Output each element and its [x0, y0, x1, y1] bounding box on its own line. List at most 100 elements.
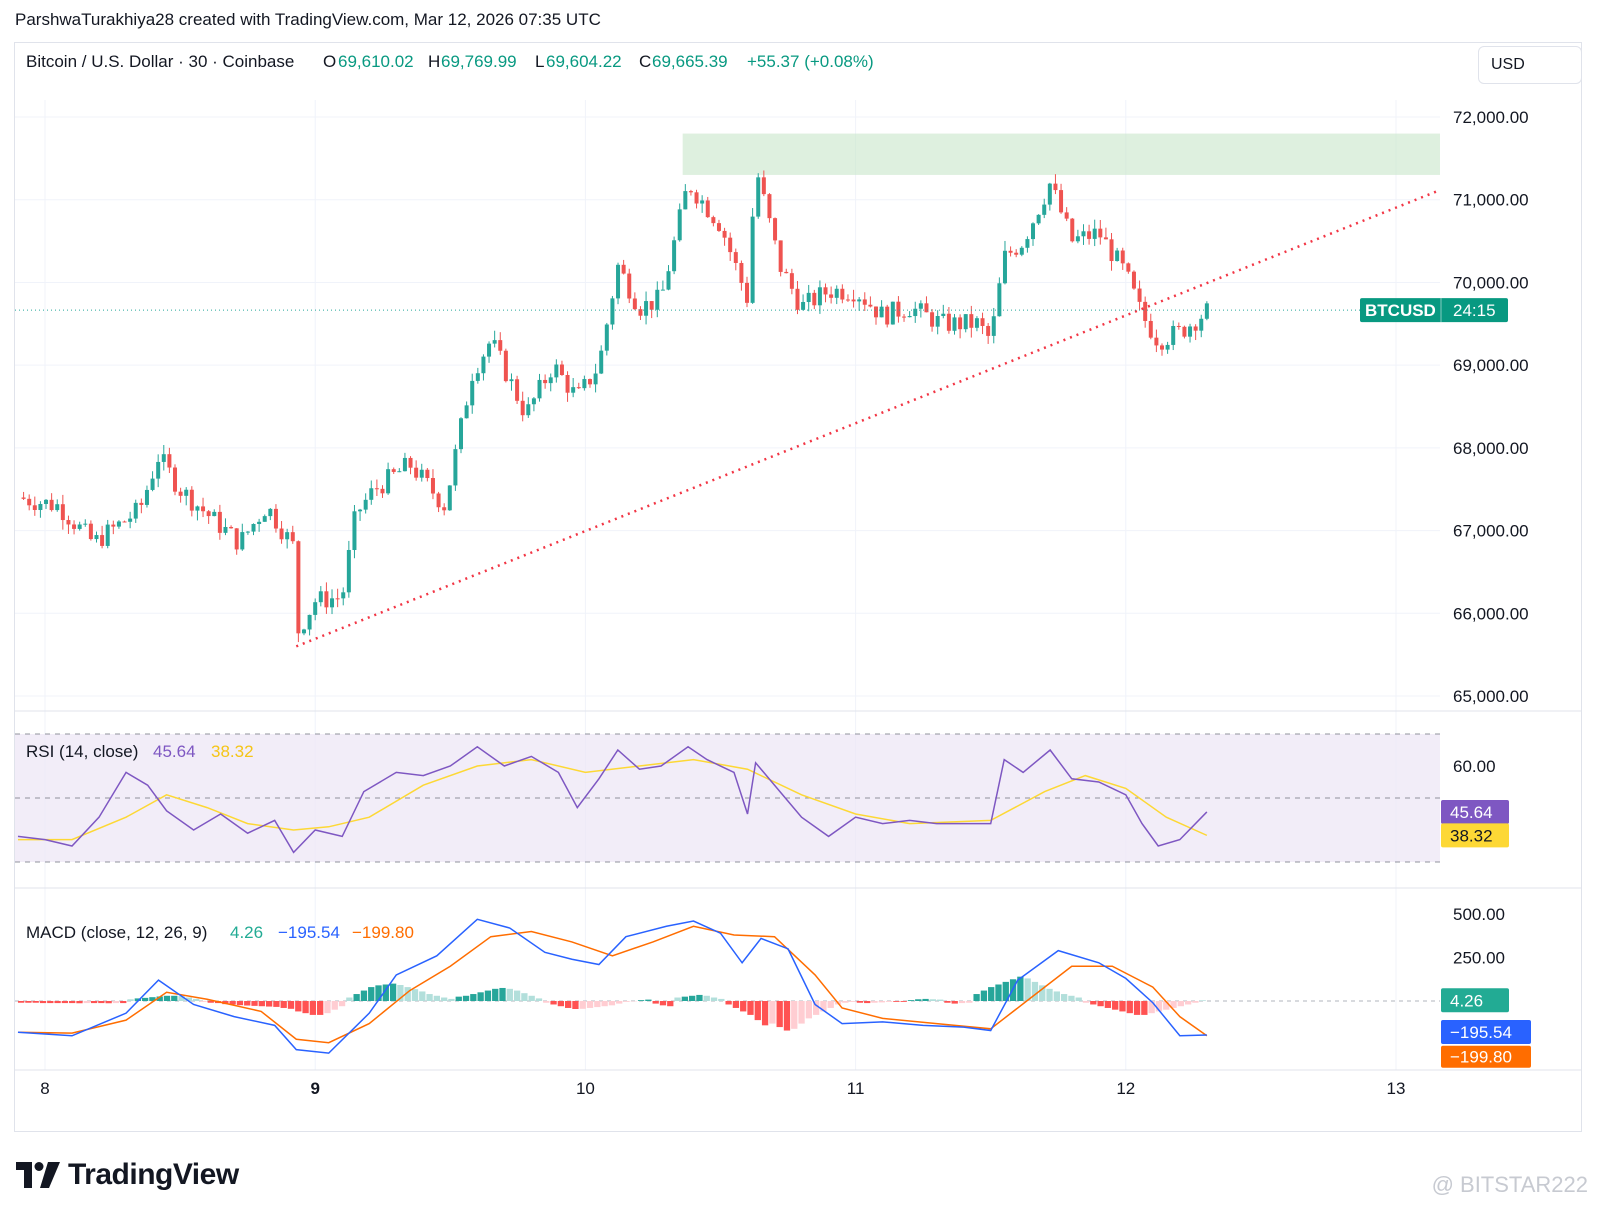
price-tick-label: 72,000.00	[1453, 108, 1529, 127]
macd-histogram-bar	[244, 1001, 250, 1006]
candle-body	[661, 290, 665, 291]
macd-histogram-bar	[973, 994, 979, 1001]
macd-histogram-bar	[1061, 994, 1067, 1001]
candle-body	[964, 314, 968, 329]
candle-body	[431, 478, 435, 493]
rsi-ma-value-tag: 38.32	[1450, 826, 1493, 845]
macd-histogram-bar	[806, 1001, 812, 1018]
candle-body	[846, 300, 850, 301]
macd-histogram-bar	[733, 1001, 739, 1008]
candle-body	[885, 307, 889, 325]
macd-histogram-bar	[594, 1001, 600, 1007]
candle-body	[969, 314, 973, 328]
macd-histogram-bar	[332, 1001, 338, 1010]
macd-histogram-bar	[507, 989, 513, 1001]
macd-histogram-bar	[40, 1001, 46, 1003]
brand-name: TradingView	[68, 1158, 239, 1192]
candle-body	[582, 379, 586, 388]
candle-body	[936, 316, 940, 327]
candle-body	[302, 629, 306, 633]
candle-body	[123, 521, 127, 522]
candle-body	[246, 532, 250, 533]
candle-body	[622, 265, 626, 274]
candle-body	[717, 223, 721, 231]
candle-body	[235, 528, 239, 549]
macd-histogram-bar	[281, 1001, 287, 1008]
macd-histogram-bar	[952, 1001, 958, 1004]
macd-histogram-bar	[718, 999, 724, 1001]
candle-body	[397, 471, 401, 472]
candle-body	[1014, 253, 1018, 255]
candle-body	[184, 490, 188, 496]
tradingview-logo-icon	[16, 1162, 60, 1188]
macd-histogram-bar	[251, 1001, 257, 1006]
macd-histogram-bar	[1141, 1001, 1147, 1015]
candle-body	[728, 238, 732, 252]
open-label: O	[323, 52, 336, 71]
candle-body	[218, 512, 222, 533]
macd-histogram-bar	[871, 1001, 877, 1003]
macd-histogram-bar	[755, 1001, 761, 1020]
candle-body	[369, 488, 373, 500]
candle-body	[167, 454, 171, 467]
signal-value-tag: −199.80	[1450, 1048, 1512, 1067]
candle-body	[285, 532, 289, 539]
macd-histogram-bar	[113, 1001, 119, 1003]
macd-histogram-bar	[725, 1001, 731, 1004]
candle-body	[195, 506, 199, 510]
candle-body	[313, 602, 317, 615]
candle-body	[134, 503, 138, 519]
candle-body	[162, 454, 166, 462]
candle-body	[515, 379, 519, 401]
candle-body	[745, 283, 749, 303]
candle-body	[655, 290, 659, 310]
candle-body	[975, 318, 979, 328]
macd-pane	[15, 919, 1440, 1053]
candle-body	[453, 449, 457, 485]
candle-body	[201, 506, 205, 511]
change-value: +55.37 (+0.08%)	[747, 52, 874, 71]
macd-histogram-bar	[908, 1000, 914, 1001]
candle-body	[504, 351, 508, 381]
candle-body	[117, 521, 121, 526]
candle-body	[459, 418, 463, 449]
candle-body	[784, 272, 788, 273]
date-tick-label: 11	[847, 1079, 865, 1098]
macd-histogram-bar	[142, 998, 148, 1001]
macd-histogram-bar	[310, 1001, 316, 1015]
macd-histogram-bar	[273, 1001, 279, 1007]
candle-body	[532, 398, 536, 404]
candle-body	[801, 302, 805, 310]
candle-body	[992, 316, 996, 336]
candle-body	[554, 365, 558, 378]
macd-histogram-bar	[171, 996, 177, 1001]
candle-body	[868, 305, 872, 307]
price-tick-label: 66,000.00	[1453, 604, 1529, 623]
macd-histogram-bar	[645, 1000, 651, 1001]
watermark: @ BITSTAR222	[1432, 1172, 1588, 1198]
macd-histogram-bar	[572, 1001, 578, 1009]
candle-body	[61, 504, 65, 520]
macd-histogram-bar	[762, 1001, 768, 1025]
signal-value: −199.80	[352, 923, 414, 942]
macd-histogram-bar	[200, 1001, 206, 1002]
candle-body	[78, 524, 82, 528]
macd-histogram-bar	[988, 987, 994, 1001]
rsi-ma-value: 38.32	[211, 742, 254, 761]
macd-histogram-bar	[1119, 1001, 1125, 1011]
candle-body	[55, 504, 59, 510]
candle-body	[1115, 251, 1119, 262]
candle-body	[66, 520, 70, 524]
macd-histogram-bar	[704, 996, 710, 1001]
macd-histogram-bar	[288, 1001, 294, 1009]
candle-body	[392, 469, 396, 472]
candle-body	[263, 516, 267, 522]
macd-histogram-bar	[616, 1001, 622, 1004]
candle-body	[756, 177, 760, 216]
macd-histogram-bar	[857, 1001, 863, 1003]
trendline	[15, 191, 1440, 646]
candle-body	[257, 522, 261, 524]
candle-body	[700, 200, 704, 203]
date-tick-label: 13	[1387, 1079, 1406, 1098]
